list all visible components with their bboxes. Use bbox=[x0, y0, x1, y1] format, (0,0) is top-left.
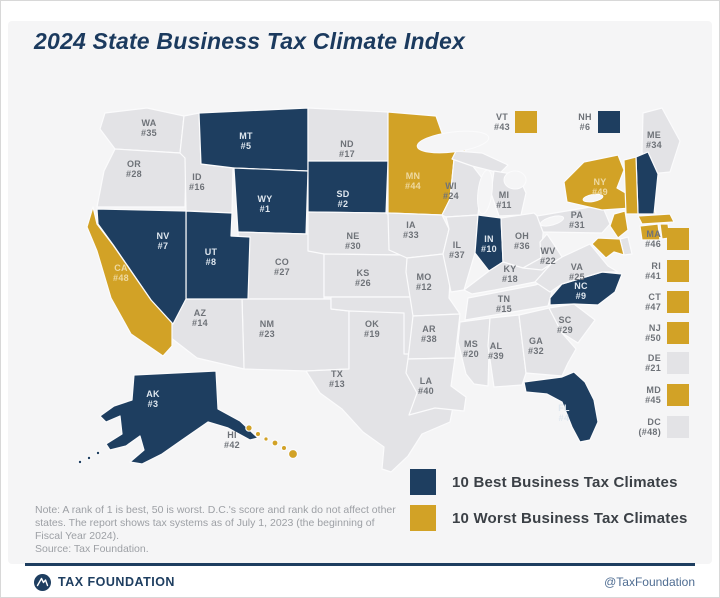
state-shape-il bbox=[442, 214, 479, 293]
page-title: 2024 State Business Tax Climate Index bbox=[34, 28, 465, 54]
state-shape-ma bbox=[637, 213, 675, 225]
twitter-handle[interactable]: @TaxFoundation bbox=[604, 575, 695, 589]
state-shape-sd bbox=[307, 160, 389, 214]
aleutian-island bbox=[77, 459, 83, 465]
state-shape-md bbox=[591, 237, 625, 259]
state-shape-ca bbox=[86, 206, 173, 357]
hawaii-island bbox=[280, 444, 288, 452]
state-shape-ia bbox=[387, 212, 450, 259]
legend: 10 Best Business Tax Climates 10 Worst B… bbox=[410, 469, 688, 541]
legend-item-best: 10 Best Business Tax Climates bbox=[410, 469, 688, 495]
brand-name: TAX FOUNDATION bbox=[58, 575, 175, 589]
state-shape-vt bbox=[623, 156, 639, 215]
state-shape-wy bbox=[233, 167, 309, 235]
aleutian-island bbox=[95, 450, 101, 456]
state-shape-mt bbox=[198, 107, 309, 172]
state-shape-ri bbox=[659, 223, 671, 240]
footer-brand: TAX FOUNDATION bbox=[34, 570, 175, 594]
state-shape-ny bbox=[563, 154, 637, 211]
source-line: Source: Tax Foundation. bbox=[35, 543, 149, 555]
best-climate-swatch bbox=[410, 469, 436, 495]
state-shape-la bbox=[405, 357, 467, 416]
lake-ontario bbox=[582, 193, 604, 203]
state-shape-ms bbox=[457, 317, 491, 387]
lake-superior bbox=[416, 130, 490, 154]
worst-climate-swatch bbox=[410, 505, 436, 531]
hawaii-island bbox=[271, 439, 279, 447]
note-line: states. The report shows tax systems as … bbox=[35, 517, 375, 529]
lake-erie bbox=[539, 215, 565, 227]
state-shape-ar bbox=[407, 313, 461, 360]
legend-item-worst: 10 Worst Business Tax Climates bbox=[410, 505, 688, 531]
state-shape-ct bbox=[639, 223, 661, 241]
lake-michigan bbox=[477, 169, 493, 215]
state-shape-in bbox=[474, 214, 504, 272]
note-line: Note: A rank of 1 is best, 50 is worst. … bbox=[35, 504, 396, 516]
note-line: Fiscal Year 2024). bbox=[35, 530, 120, 542]
lake-huron bbox=[503, 170, 527, 190]
state-shape-or bbox=[96, 148, 187, 208]
hawaii-island bbox=[254, 430, 262, 438]
hawaii-island bbox=[263, 436, 269, 442]
state-shape-nj bbox=[609, 210, 629, 239]
footnote: Note: A rank of 1 is best, 50 is worst. … bbox=[35, 504, 405, 556]
state-shape-ks bbox=[323, 253, 414, 298]
footer-divider bbox=[25, 563, 695, 566]
state-shape-wa bbox=[99, 107, 185, 154]
state-shape-nc bbox=[549, 271, 623, 306]
legend-label-best: 10 Best Business Tax Climates bbox=[452, 473, 678, 491]
aleutian-island bbox=[86, 455, 92, 461]
state-shape-me bbox=[641, 107, 681, 175]
hawaii-island bbox=[245, 424, 253, 432]
state-shape-nd bbox=[307, 107, 389, 162]
state-shape-ak bbox=[99, 370, 259, 465]
tax-foundation-logo-icon bbox=[34, 573, 51, 591]
state-shape-fl bbox=[523, 371, 599, 443]
hawaii-island bbox=[287, 448, 299, 460]
state-shape-wv bbox=[522, 233, 563, 271]
legend-label-worst: 10 Worst Business Tax Climates bbox=[452, 509, 688, 527]
